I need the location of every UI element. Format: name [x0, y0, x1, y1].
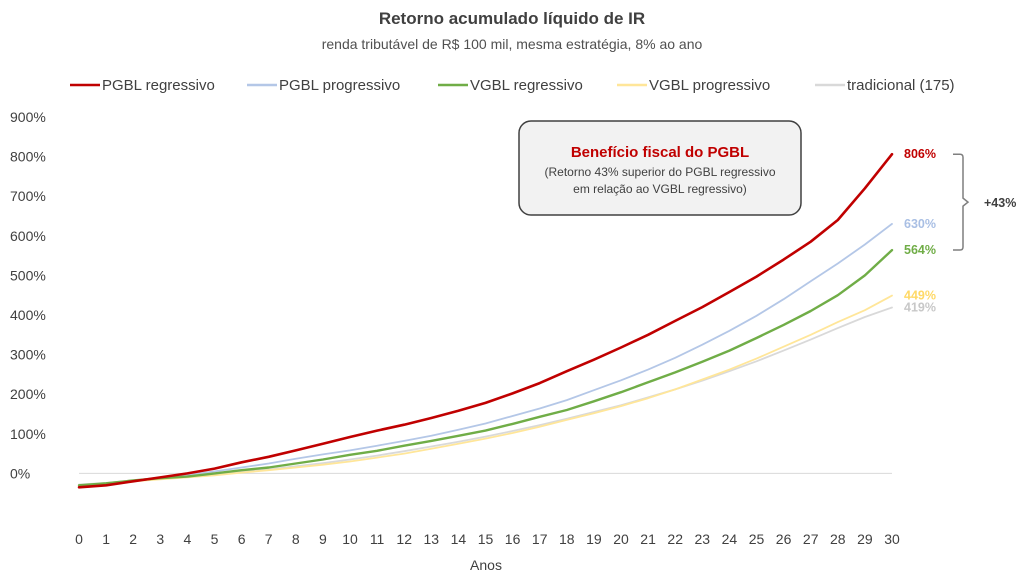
- x-tick-label: 23: [695, 531, 711, 547]
- legend-label: tradicional (175): [847, 77, 955, 94]
- x-tick-label: 21: [640, 531, 656, 547]
- x-tick-label: 19: [586, 531, 602, 547]
- difference-bracket: [953, 153, 970, 251]
- legend-label: PGBL progressivo: [279, 77, 400, 94]
- x-tick-label: 16: [505, 531, 521, 547]
- x-tick-label: 27: [803, 531, 819, 547]
- legend-item-1: PGBL progressivo: [247, 77, 400, 94]
- y-axis: 0% 100% 200% 300% 400% 500% 600% 700% 800% 900%: [10, 109, 46, 481]
- x-tick-label: 25: [749, 531, 765, 547]
- x-tick-label: 18: [559, 531, 575, 547]
- x-tick-label: 4: [184, 531, 192, 547]
- series-line-3: [78, 294, 893, 487]
- end-label-4: 419%: [904, 300, 936, 314]
- end-label-3: 449%: [904, 289, 936, 303]
- x-tick-label: 30: [884, 531, 900, 547]
- y-tick-label: 300%: [10, 347, 46, 363]
- x-tick-label: 24: [722, 531, 738, 547]
- series-line-0: [77, 152, 894, 489]
- x-tick-label: 26: [776, 531, 792, 547]
- callout-background: [518, 120, 802, 216]
- legend-item-2: VGBL regressivo: [438, 77, 583, 94]
- x-tick-label: 5: [211, 531, 219, 547]
- end-label-2: 564%: [904, 243, 936, 257]
- x-tick-label: 2: [129, 531, 137, 547]
- series-line-1: [78, 222, 893, 487]
- x-tick-label: 0: [75, 531, 83, 547]
- series-line-4: [78, 306, 893, 486]
- x-tick-label: 17: [532, 531, 548, 547]
- end-label-1: 630%: [904, 217, 936, 231]
- x-tick-label: 11: [370, 531, 385, 547]
- x-tick-label: 14: [451, 531, 467, 547]
- x-axis: 0 1 2 3 4 5 6 7 8 9 10 11 12 13 14 15 16 17 18 19 20 21 22 23 24…: [75, 531, 900, 547]
- legend-item-3: VGBL progressivo: [617, 77, 770, 94]
- x-tick-label: 13: [424, 531, 440, 547]
- x-tick-label: 3: [156, 531, 164, 547]
- x-tick-label: 1: [102, 531, 110, 547]
- x-tick-label: 8: [292, 531, 300, 547]
- x-tick-label: 12: [396, 531, 412, 547]
- callout-line-2: em relação ao VGBL regressivo): [573, 182, 747, 196]
- chart-subtitle: renda tributável de R$ 100 mil, mesma es…: [322, 36, 703, 52]
- callout-box: Benefício fiscal do PGBL (Retorno 43% su…: [518, 120, 802, 216]
- legend: PGBL regressivo PGBL progressivo VGBL regr…: [70, 77, 955, 94]
- chart-title: Retorno acumulado líquido de IR: [379, 9, 645, 28]
- x-tick-label: 9: [319, 531, 327, 547]
- callout-line-1: (Retorno 43% superior do PGBL regressivo: [545, 165, 776, 179]
- difference-label: +43%: [984, 196, 1016, 210]
- legend-item-4: tradicional (175): [815, 77, 955, 94]
- y-tick-label: 600%: [10, 228, 46, 244]
- x-tick-label: 15: [478, 531, 494, 547]
- y-tick-label: 900%: [10, 109, 46, 125]
- x-tick-label: 20: [613, 531, 629, 547]
- x-tick-label: 10: [342, 531, 358, 547]
- x-tick-label: 6: [238, 531, 246, 547]
- end-labels: 806% 630% 564% 449%419%: [904, 147, 936, 314]
- y-tick-label: 800%: [10, 149, 46, 165]
- series-line-2: [77, 248, 894, 487]
- y-tick-label: 200%: [10, 386, 46, 402]
- end-label-0: 806%: [904, 147, 936, 161]
- y-tick-label: 100%: [10, 426, 46, 442]
- y-tick-label: 700%: [10, 188, 46, 204]
- series-layer: [77, 152, 894, 489]
- x-tick-label: 22: [667, 531, 683, 547]
- x-axis-label: Anos: [470, 557, 502, 573]
- y-tick-label: 500%: [10, 267, 46, 283]
- legend-label: PGBL regressivo: [102, 77, 215, 94]
- callout-title: Benefício fiscal do PGBL: [571, 144, 749, 161]
- x-tick-label: 28: [830, 531, 846, 547]
- x-tick-label: 29: [857, 531, 873, 547]
- x-tick-label: 7: [265, 531, 273, 547]
- legend-label: VGBL progressivo: [649, 77, 770, 94]
- legend-item-0: PGBL regressivo: [70, 77, 215, 94]
- y-tick-label: 400%: [10, 307, 46, 323]
- y-tick-label: 0%: [10, 465, 30, 481]
- legend-label: VGBL regressivo: [470, 77, 583, 94]
